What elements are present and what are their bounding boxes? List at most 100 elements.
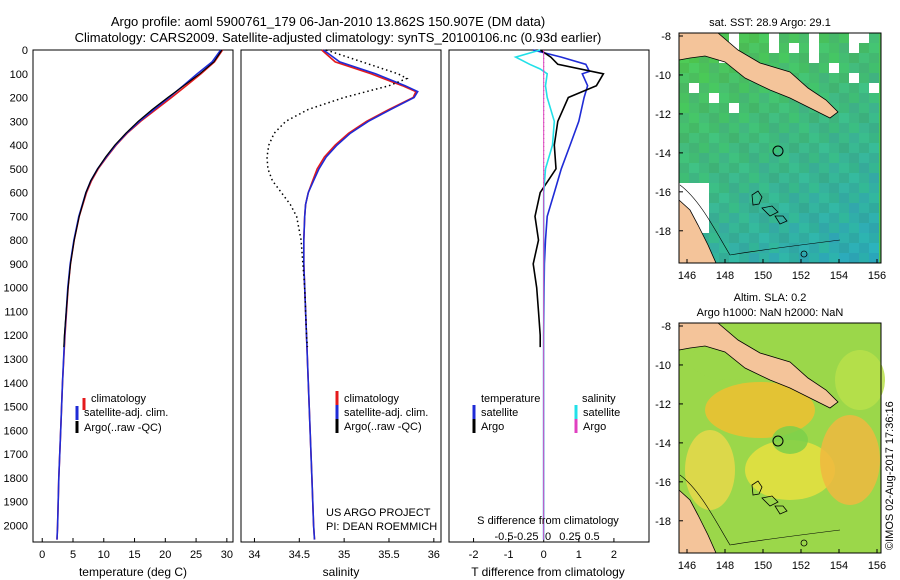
sst-cell [739,93,749,103]
sst-cell [689,143,699,153]
sst-cell [679,83,689,93]
depth-tick-label: 900 [10,259,28,271]
sst-cell [819,253,829,263]
sst-cell [769,153,779,163]
sst-cell [849,123,859,133]
sst-cell [869,213,879,223]
sst-cell [799,73,809,83]
sst-cell [849,133,859,143]
sst-cell [699,213,709,223]
legend-climatology: climatology [344,393,400,405]
sst-cell [829,33,839,43]
sst-cell [849,193,859,203]
sst-cell [839,43,849,53]
sst-cell [739,213,749,223]
sst-cell [809,223,819,233]
sst-cell [739,73,749,83]
salinity-tick-label: 36 [428,549,440,561]
sst-cell [859,173,869,183]
sst-cell [789,163,799,173]
sst-cell [719,193,729,203]
sst-cell [839,153,849,163]
sst-cell [839,53,849,63]
sst-cell [859,43,869,53]
sst-cell [809,143,819,153]
sst-cell [829,113,839,123]
sst-cell [779,43,789,53]
sst-cell [709,183,719,193]
sst-cell [789,153,799,163]
longitude-tick-label: 150 [754,270,772,282]
sst-cell [839,133,849,143]
sst-cell [819,243,829,253]
sst-cell [869,183,879,193]
sst-cell [729,253,739,263]
sst-cell [869,133,879,143]
depth-tick-label: 100 [10,69,28,81]
salinity-legend: climatology satellite-adj. clim. Argo(..… [335,391,428,433]
sst-cell [749,103,759,113]
sst-cell [739,193,749,203]
sst-cell [749,253,759,263]
sst-cell [789,223,799,233]
sst-cell [719,113,729,123]
sst-cell [749,53,759,63]
depth-tick-label: 1200 [4,330,28,342]
sst-cell [739,43,749,53]
sst-cell [749,173,759,183]
salinity-xlabel: salinity [323,565,360,579]
sst-cell [709,203,719,213]
sst-cell [819,73,829,83]
sst-cell [779,223,789,233]
sst-cell [809,113,819,123]
salinity-series [266,49,419,540]
sst-cell [699,153,709,163]
sst-cell [739,153,749,163]
sst-cell [829,123,839,133]
legend-temperature-title: temperature [481,393,540,405]
difference-ticks: -2 -1 0 1 2-0.5 -0.25 0 0.25 0.5 [469,50,617,561]
sst-cell [729,113,739,123]
sst-cell [819,43,829,53]
sst-cell [849,53,859,63]
sst-cell [839,173,849,183]
sst-cell [729,133,739,143]
sst-cell [869,163,879,173]
sst-cell [869,73,879,83]
sst-cell [849,233,859,243]
temperature-tick-label: 15 [128,549,140,561]
sst-cell [809,63,819,73]
sst-cell [789,103,799,113]
sst-cell [779,203,789,213]
sst-cell [869,193,879,203]
sst-cell [749,33,759,43]
longitude-tick-label: 148 [716,560,734,572]
sst-cell [779,193,789,203]
sst-cell [829,153,839,163]
sst-cell [729,223,739,233]
sst-cell [779,133,789,143]
sst-cell [799,143,809,153]
sst-cell [789,213,799,223]
sst-cell [709,83,719,93]
sst-cell [679,163,689,173]
sst-cell [739,143,749,153]
sst-cell [799,223,809,233]
sst-cell [769,53,779,63]
sst-cell [819,193,829,203]
sst-cell [749,203,759,213]
sla-map-axes: -8 -10 -12 -14 -16 -18 146 148 150 152 154 156 [655,321,886,572]
s-difference-tick-label: -0.5 [495,531,514,543]
sst-cell [709,153,719,163]
sst-cell [759,233,769,243]
depth-axis: 0 100 200 300 400 500 600 700 800 900 1000 1100 1200… [4,45,649,532]
sla-map-subtitle: Argo h1000: NaN h2000: NaN [697,307,844,319]
sst-cell [689,103,699,113]
sst-cell [819,153,829,163]
sst-cell [859,243,869,253]
sst-cell [849,253,859,263]
pi-credit: PI: DEAN ROEMMICH [326,521,437,533]
temperature-tick-label: 30 [221,549,233,561]
sst-cell [699,73,709,83]
sst-cell [749,123,759,133]
